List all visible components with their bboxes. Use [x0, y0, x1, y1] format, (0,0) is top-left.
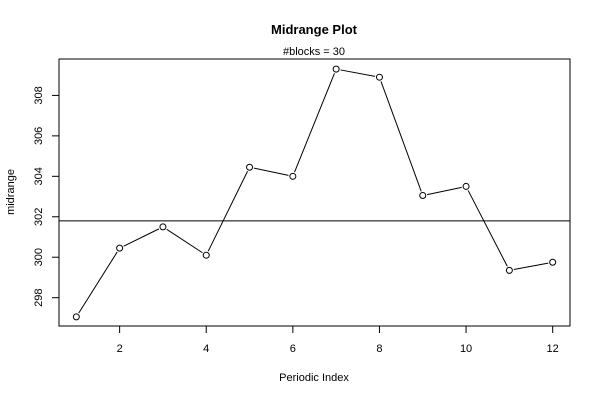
series-segment: [467, 190, 508, 267]
data-point: [289, 172, 297, 180]
series-segment: [380, 81, 422, 192]
series-segment: [78, 251, 118, 314]
x-tick-label: 10: [460, 343, 472, 355]
series-segment: [166, 228, 203, 254]
series-segment: [207, 171, 249, 252]
x-tick-label: 2: [117, 343, 123, 355]
y-tick-label: 302: [33, 208, 45, 226]
data-point: [332, 65, 340, 73]
y-tick-label: 298: [33, 289, 45, 307]
series-segment: [513, 262, 549, 271]
x-axis: 2 4 6 8 10 12: [117, 326, 559, 355]
series-segment: [123, 228, 160, 247]
y-tick-label: 308: [33, 86, 45, 104]
plot-frame: [58, 58, 571, 327]
series-segment: [294, 73, 335, 173]
data-point: [202, 251, 210, 259]
series-segment: [340, 69, 376, 77]
series-segment: [427, 186, 462, 196]
data-point: [72, 313, 80, 321]
y-tick-label: 300: [33, 248, 45, 266]
y-tick-label: 306: [33, 127, 45, 145]
data-point: [159, 223, 167, 231]
chart-title: Midrange Plot: [271, 22, 358, 37]
y-axis-label: midrange: [5, 169, 17, 215]
x-tick-label: 8: [376, 343, 382, 355]
x-tick-label: 6: [290, 343, 296, 355]
x-axis-label: Periodic Index: [279, 372, 349, 384]
data-point: [462, 182, 470, 190]
data-point: [375, 73, 383, 81]
data-point: [246, 163, 254, 171]
data-point: [505, 266, 513, 274]
data-point: [419, 192, 427, 200]
y-axis: 298 300 302 304 306 308: [33, 86, 59, 307]
series-layer: [72, 65, 557, 321]
x-tick-label: 12: [547, 343, 559, 355]
series-segment: [253, 167, 289, 176]
data-point: [116, 244, 124, 252]
chart-subtitle: #blocks = 30: [283, 46, 345, 58]
data-point: [549, 258, 557, 266]
y-tick-label: 304: [33, 167, 45, 185]
x-tick-label: 4: [203, 343, 209, 355]
